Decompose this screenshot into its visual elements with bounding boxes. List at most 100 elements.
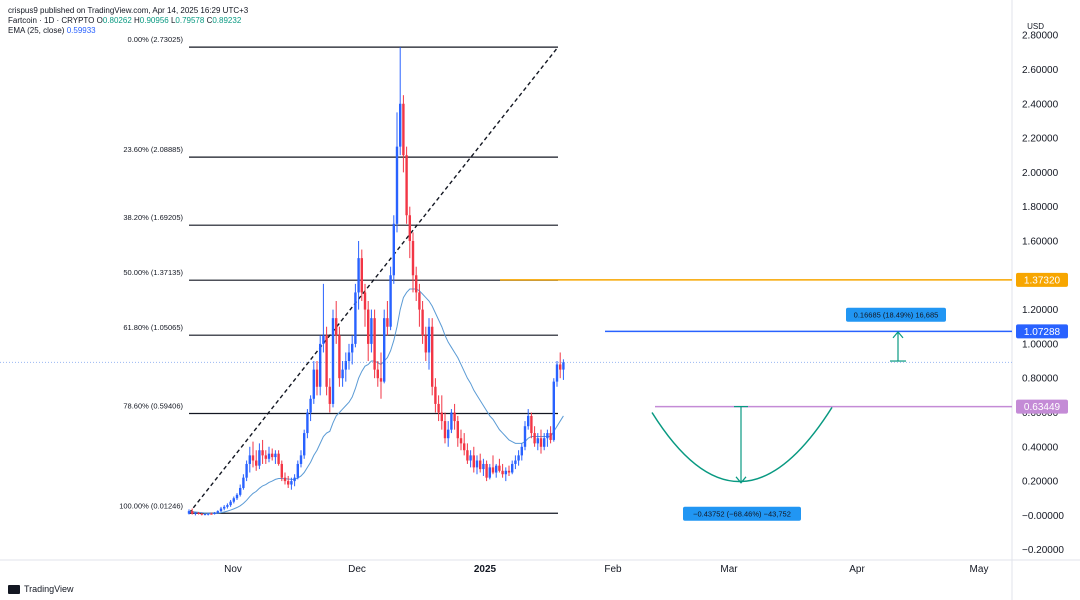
candle-body: [328, 386, 331, 404]
candle-body: [511, 463, 514, 473]
candle-body: [411, 240, 415, 276]
candle-body: [443, 421, 447, 439]
candle-body: [501, 470, 504, 475]
candle-body: [517, 455, 520, 461]
candle-body: [472, 455, 475, 468]
candle-body: [203, 514, 207, 516]
candle-body: [264, 455, 267, 459]
footer-brand: TradingView: [8, 584, 74, 594]
ema-value: 0.59933: [66, 26, 96, 35]
x-tick-label: May: [970, 564, 989, 575]
y-tick-label: 0.40000: [1022, 442, 1059, 453]
y-tick-label: 2.00000: [1022, 168, 1059, 179]
candle-body: [495, 465, 498, 473]
candle-body: [405, 155, 408, 216]
candle-body: [351, 343, 354, 353]
candle-body: [306, 412, 309, 434]
y-tick-label: 2.40000: [1022, 99, 1059, 110]
candle-body: [459, 438, 463, 444]
y-tick-label: 1.00000: [1022, 339, 1059, 350]
candle-body: [507, 470, 511, 473]
candle-body: [386, 318, 389, 327]
candle-body: [261, 450, 264, 456]
candle-body: [271, 453, 274, 458]
candle-body: [447, 429, 450, 439]
publish-line: crispus9 published on TradingView.com, A…: [8, 6, 249, 15]
candle-body: [376, 369, 379, 379]
candle-body: [255, 460, 258, 466]
x-tick-label: Nov: [224, 564, 242, 575]
candle-body: [187, 511, 191, 514]
x-tick-label: Mar: [720, 564, 738, 575]
price-tag-label: 1.37320: [1024, 275, 1061, 286]
candle-body: [527, 415, 530, 427]
candle-body: [226, 505, 229, 507]
candle-body: [536, 438, 539, 444]
y-tick-label: 2.20000: [1022, 134, 1059, 145]
candle-body: [335, 318, 338, 336]
candle-body: [456, 421, 459, 439]
candle-body: [488, 467, 491, 478]
candle-body: [287, 481, 290, 485]
candle-body: [194, 512, 197, 514]
fib-level-label: 0.00% (2.73025): [128, 35, 184, 44]
x-tick-label: Feb: [604, 564, 622, 575]
candle-body: [559, 364, 562, 370]
candle-body: [303, 433, 306, 456]
candle-body: [399, 103, 402, 147]
candle-body: [223, 506, 226, 509]
candle-body: [274, 453, 277, 458]
measure-up-arrowhead: [892, 330, 904, 339]
candle-body: [347, 352, 351, 362]
candle-body: [482, 463, 485, 470]
symbol-name[interactable]: Fartcoin · 1D · CRYPTO: [8, 16, 95, 25]
candle-body: [373, 318, 376, 370]
candle-body: [562, 362, 565, 370]
currency-label[interactable]: USD: [1027, 22, 1044, 31]
candle-body: [389, 275, 392, 327]
candle-body: [325, 335, 328, 387]
candle-body: [479, 460, 482, 470]
candle-body: [299, 455, 303, 464]
y-tick-label: −0.00000: [1022, 511, 1064, 522]
measure-up-label: 0.16685 (18.49%) 16,685: [854, 311, 939, 320]
candle-body: [530, 415, 533, 434]
candle-body: [232, 498, 235, 502]
y-tick-label: 1.80000: [1022, 202, 1059, 213]
candle-body: [229, 501, 232, 506]
candle-body: [427, 326, 431, 353]
candle-body: [514, 460, 517, 464]
symbol-line: Fartcoin · 1D · CRYPTO O0.80262 H0.90956…: [8, 16, 248, 26]
high-value: 0.90956: [139, 16, 169, 25]
candle-body: [434, 386, 437, 404]
candle-body: [498, 465, 501, 471]
candle-body: [392, 223, 395, 276]
candle-body: [463, 443, 466, 451]
candle-body: [415, 275, 418, 293]
candle-body: [543, 438, 546, 447]
candle-body: [383, 318, 386, 382]
candle-body: [402, 103, 405, 156]
fib-level-label: 100.00% (0.01246): [119, 501, 183, 510]
y-tick-label: 1.20000: [1022, 305, 1059, 316]
candle-body: [418, 292, 421, 310]
candle-body: [338, 335, 341, 379]
candle-body: [440, 412, 443, 422]
candle-body: [197, 512, 200, 514]
fib-level-label: 38.20% (1.69205): [123, 213, 183, 222]
low-label: L: [170, 16, 176, 25]
candle-body: [395, 146, 399, 224]
price-tag: [1016, 272, 1068, 287]
price-tag-label: 0.63449: [1024, 402, 1061, 413]
candle-body: [219, 508, 223, 512]
ema-label[interactable]: EMA (25, close): [8, 26, 65, 35]
candle-body: [210, 513, 213, 515]
candle-body: [379, 378, 383, 382]
candle-body: [258, 450, 261, 466]
candle-body: [475, 460, 479, 468]
price-tag: [1016, 324, 1068, 339]
tradingview-logo-icon: [8, 584, 20, 594]
candle-body: [344, 361, 347, 370]
candle-body: [485, 463, 488, 478]
